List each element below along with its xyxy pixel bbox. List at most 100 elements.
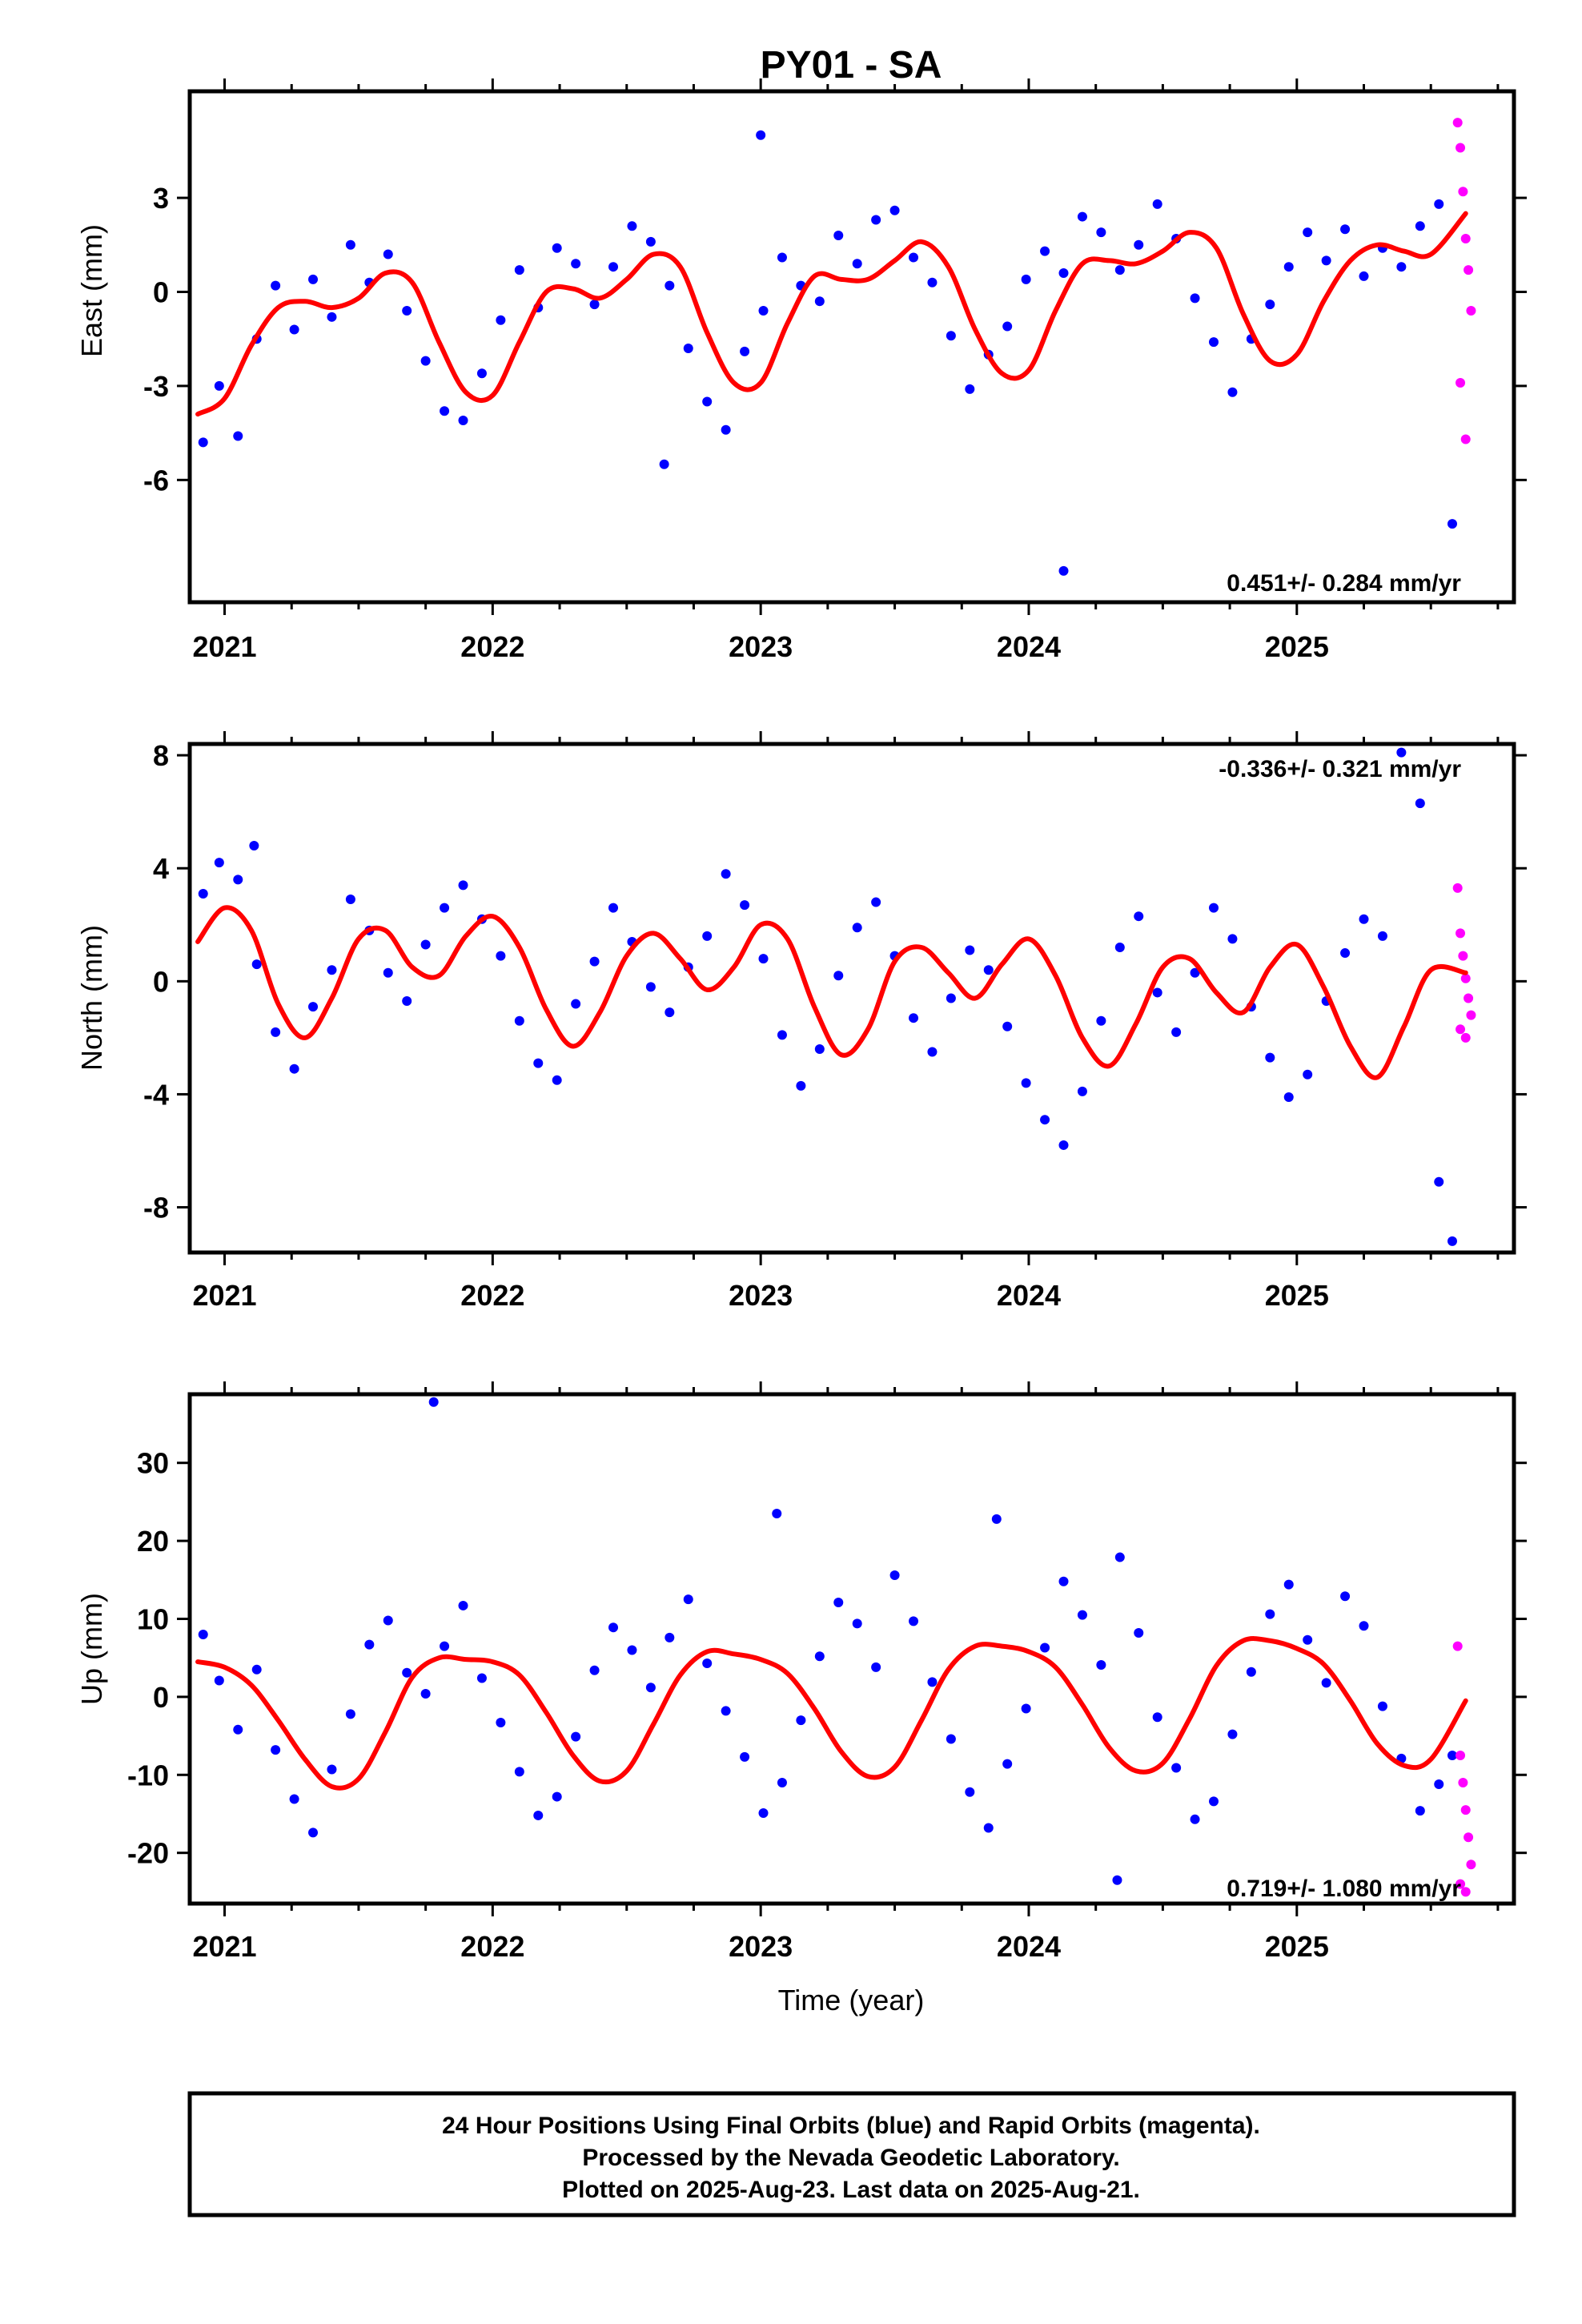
final-point xyxy=(1114,265,1125,275)
final-point xyxy=(909,1616,919,1626)
final-point xyxy=(552,243,562,253)
up-panel: 2021 2022 2023 2024 2025 -20 -10 0 10 20 30 Up (mm)… xyxy=(75,1381,1527,1963)
final-point xyxy=(440,406,450,416)
final-point xyxy=(1340,224,1351,235)
final-point xyxy=(833,231,844,241)
final-point xyxy=(814,1044,825,1054)
final-point xyxy=(1040,246,1050,256)
final-point xyxy=(1058,268,1069,279)
final-point xyxy=(871,1662,881,1672)
y-tick-label: 0 xyxy=(153,1681,169,1714)
x-tick-label: 2023 xyxy=(729,1279,793,1312)
final-point xyxy=(271,1745,281,1755)
data-layer xyxy=(195,0,1476,1246)
final-point xyxy=(1114,1552,1125,1562)
final-point xyxy=(1396,747,1407,758)
final-point xyxy=(1303,227,1313,238)
final-point xyxy=(1246,1667,1256,1677)
final-point xyxy=(1134,239,1144,250)
final-point xyxy=(1340,1591,1351,1602)
east-panel: 2021 2022 2023 2024 2025 -6 -3 0 3 East (mm) 0.451… xyxy=(75,78,1527,663)
x-tick-label: 2021 xyxy=(192,1930,256,1963)
final-point xyxy=(571,1731,581,1742)
y-tick-label: -3 xyxy=(143,370,169,403)
final-point xyxy=(1058,1140,1069,1150)
final-point xyxy=(1303,1069,1313,1080)
final-point xyxy=(721,869,731,879)
rapid-point xyxy=(1456,1024,1466,1035)
final-point xyxy=(1227,1729,1238,1739)
plot-frame xyxy=(187,1392,1516,1906)
final-point xyxy=(214,858,224,868)
final-point xyxy=(1021,1078,1031,1088)
y-tick-label: 10 xyxy=(137,1603,169,1636)
model-curve xyxy=(195,211,1468,417)
x-tick-label: 2022 xyxy=(460,1930,524,1963)
final-point xyxy=(946,1734,956,1744)
final-point xyxy=(645,982,656,992)
final-point xyxy=(345,239,355,250)
final-point xyxy=(383,967,393,978)
final-point xyxy=(1415,798,1425,809)
final-point xyxy=(889,205,900,215)
final-point xyxy=(458,415,468,425)
rapid-point xyxy=(1464,265,1474,275)
final-point xyxy=(327,312,337,322)
final-point xyxy=(1321,255,1331,266)
y-tick-label: -6 xyxy=(143,464,169,497)
final-point xyxy=(1209,903,1219,913)
y-tick-label: -4 xyxy=(143,1078,169,1111)
final-point xyxy=(740,346,750,356)
final-point xyxy=(1021,1703,1031,1714)
final-point xyxy=(364,1639,375,1650)
final-point xyxy=(1303,1634,1313,1645)
final-point xyxy=(198,437,208,448)
final-point xyxy=(965,1787,975,1797)
final-point xyxy=(721,1706,731,1716)
x-tick-label: 2022 xyxy=(460,1279,524,1312)
final-point xyxy=(796,1080,806,1091)
rate-label: 0.719+/- 1.080 mm/yr xyxy=(1227,1876,1461,1902)
final-point xyxy=(402,305,412,316)
rapid-point xyxy=(1466,1010,1476,1020)
x-tick-label: 2023 xyxy=(729,1930,793,1963)
final-point xyxy=(833,971,844,981)
final-point xyxy=(308,1827,319,1838)
footer-line-2: Processed by the Nevada Geodetic Laborat… xyxy=(582,2145,1119,2171)
rapid-point xyxy=(1456,928,1466,939)
final-point xyxy=(1434,199,1444,209)
final-point xyxy=(552,1075,562,1085)
y-tick-label: -20 xyxy=(127,1837,169,1870)
rapid-point xyxy=(1466,1860,1476,1870)
final-point xyxy=(683,343,693,353)
final-point xyxy=(1377,931,1387,941)
final-point xyxy=(927,277,938,287)
final-point xyxy=(927,1047,938,1057)
final-point xyxy=(871,897,881,907)
final-point xyxy=(683,1594,693,1605)
final-point xyxy=(1091,0,1101,5)
final-point xyxy=(1190,967,1200,978)
final-point xyxy=(198,888,208,899)
final-point xyxy=(514,265,524,275)
final-point xyxy=(777,1030,787,1040)
final-point xyxy=(476,1673,487,1683)
y-tick-label: 20 xyxy=(137,1525,169,1558)
final-point xyxy=(458,1600,468,1610)
final-point xyxy=(1265,300,1275,310)
final-point xyxy=(740,900,750,911)
final-point xyxy=(308,274,319,284)
y-tick-label: 8 xyxy=(153,739,169,772)
final-point xyxy=(814,1651,825,1662)
rapid-point xyxy=(1458,1778,1468,1788)
final-point xyxy=(758,305,769,316)
final-point xyxy=(1171,1763,1182,1773)
final-point xyxy=(1096,1659,1106,1670)
final-point xyxy=(233,1724,243,1735)
final-point xyxy=(308,1002,319,1012)
final-point xyxy=(983,1823,994,1833)
final-point xyxy=(289,1063,299,1074)
final-point xyxy=(772,0,781,5)
final-point xyxy=(345,895,355,905)
